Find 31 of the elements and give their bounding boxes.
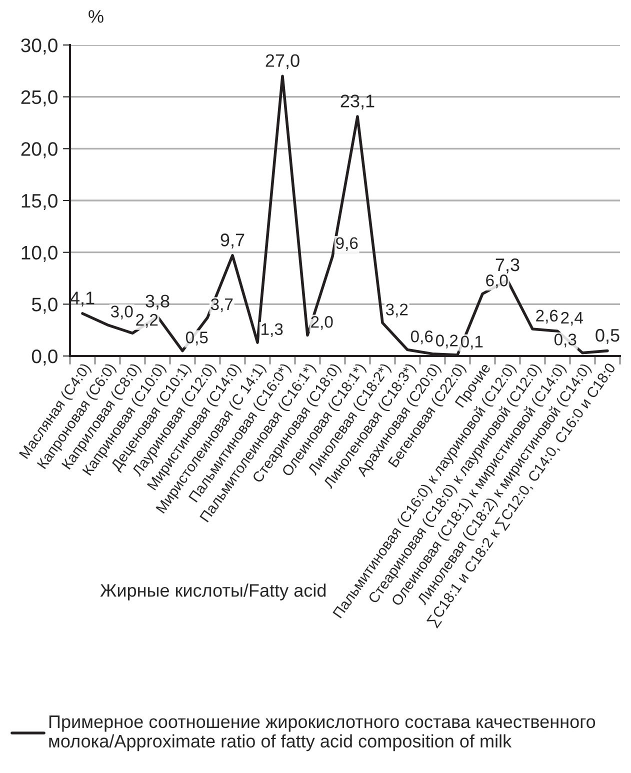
data-label: 0,5 <box>186 332 208 346</box>
data-label: 3,2 <box>386 304 408 318</box>
data-label: 3,7 <box>210 298 233 312</box>
y-tick-label: 15,0 <box>22 194 58 210</box>
y-tick-label: 10,0 <box>22 246 58 262</box>
data-label: 7,3 <box>496 258 520 274</box>
legend-label: Примерное соотношение жирокислотного состава качественного молока/Approximate ratio of fatty acid composition of milk <box>49 716 596 752</box>
y-axis-title: % <box>88 10 104 23</box>
data-label: 2,6 <box>536 310 558 324</box>
data-label: 2,4 <box>561 312 583 326</box>
data-label: 6,0 <box>486 274 508 288</box>
y-tick-label: 25,0 <box>21 90 58 106</box>
data-label: 0,3 <box>554 334 576 348</box>
data-label: 3,0 <box>110 306 133 320</box>
data-label: 0,5 <box>596 328 620 344</box>
y-tick-label: 20,0 <box>21 142 58 158</box>
data-label: 2,0 <box>311 316 333 330</box>
data-label: 3,8 <box>146 294 170 310</box>
data-label: 1,3 <box>262 323 283 338</box>
data-label: 0,1 <box>460 336 483 350</box>
x-axis-title: Жирные кислоты/Fatty acid <box>100 584 326 600</box>
y-tick-label: 5,0 <box>32 298 58 314</box>
data-label: 23,1 <box>340 94 374 110</box>
y-tick-label: 30,0 <box>21 38 58 55</box>
data-label: 2,2 <box>136 314 158 328</box>
y-tick-label: 0,0 <box>32 349 58 366</box>
data-label: 27,0 <box>266 54 300 70</box>
data-label: 9,7 <box>220 234 244 248</box>
data-label: 9,6 <box>336 237 358 251</box>
data-label: 0,2 <box>436 334 458 348</box>
data-label: 0,6 <box>410 330 433 344</box>
